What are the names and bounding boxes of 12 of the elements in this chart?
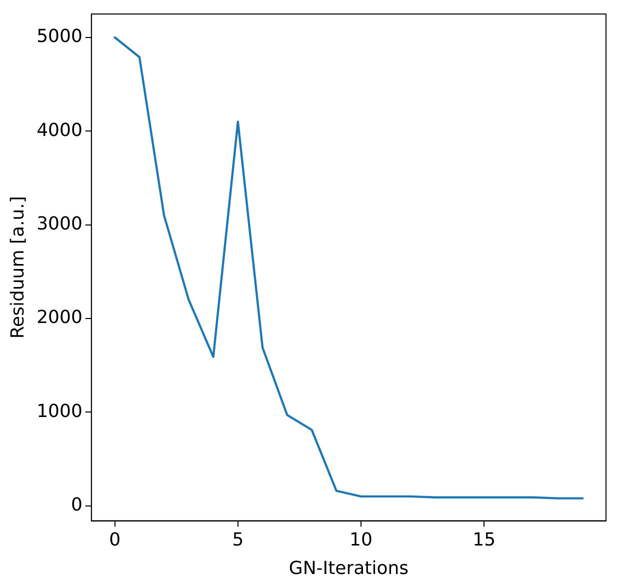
y-tick-label: 0 <box>70 494 82 516</box>
y-tick-label: 5000 <box>36 26 82 48</box>
y-tick-label: 2000 <box>36 307 82 328</box>
x-axis-title: GN-Iterations <box>288 558 409 579</box>
x-tick-label: 5 <box>232 529 244 550</box>
y-tick-label: 4000 <box>36 120 82 141</box>
x-tick-label: 0 <box>109 529 121 550</box>
x-tick-label: 10 <box>350 529 372 550</box>
y-tick-label: 1000 <box>36 400 82 422</box>
y-axis-title: Residuum [a.u.] <box>7 196 28 339</box>
y-tick-label: 3000 <box>36 213 82 234</box>
x-tick-label: 15 <box>472 529 496 550</box>
